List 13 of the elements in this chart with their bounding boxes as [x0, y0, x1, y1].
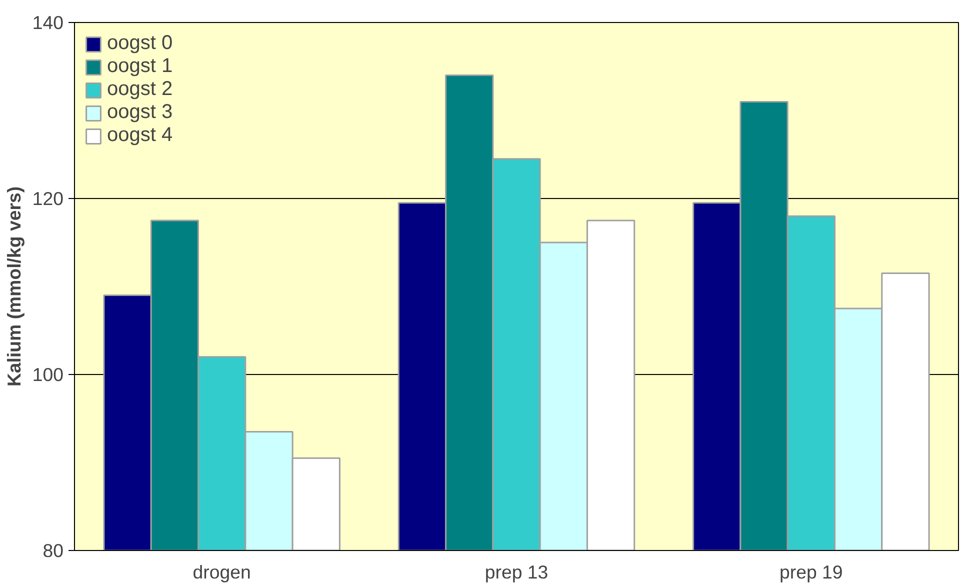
legend-label: oogst 0	[107, 32, 173, 55]
legend-label: oogst 2	[107, 78, 173, 101]
legend-label: oogst 4	[107, 124, 173, 147]
y-tick-label: 80	[42, 540, 64, 561]
y-axis-title: Kalium (mmol/kg vers)	[3, 186, 24, 387]
legend-label: oogst 1	[107, 55, 173, 78]
x-tick-label: drogen	[192, 562, 251, 582]
x-tick-label: prep 19	[780, 562, 843, 582]
y-tick-label: 100	[32, 364, 64, 385]
legend-label: oogst 3	[107, 101, 173, 124]
x-tick-label: prep 13	[484, 562, 548, 582]
y-tick-label: 120	[32, 188, 64, 209]
y-tick-label: 140	[32, 12, 64, 33]
